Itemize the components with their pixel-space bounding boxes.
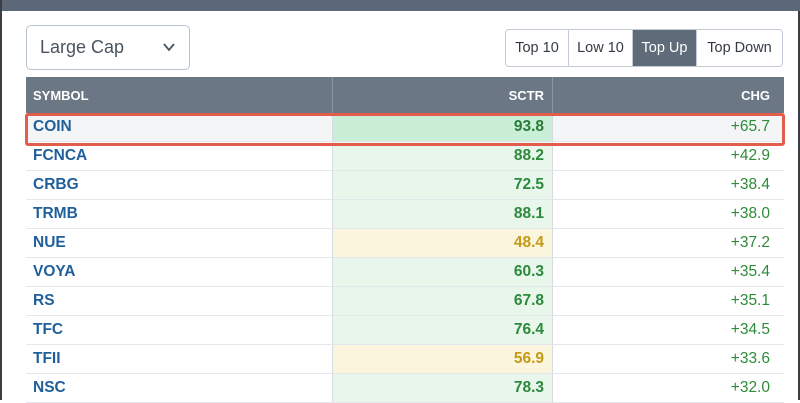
top-bar (2, 0, 800, 11)
sctr-value: 93.8 (332, 113, 552, 141)
table-row[interactable]: CRBG 72.5 +38.4 (26, 171, 784, 200)
ranking-tabs: Top 10 Low 10 Top Up Top Down (505, 29, 783, 67)
sctr-value: 67.8 (332, 287, 552, 315)
table-row[interactable]: NSC 78.3 +32.0 (26, 374, 784, 403)
column-header-chg[interactable]: CHG (552, 77, 784, 113)
tab-low-10[interactable]: Low 10 (569, 30, 633, 66)
tab-top-10[interactable]: Top 10 (506, 30, 569, 66)
table-row[interactable]: TFC 76.4 +34.5 (26, 316, 784, 345)
market-cap-select[interactable]: Large Cap (26, 25, 190, 70)
table-row[interactable]: COIN 93.8 +65.7 (26, 113, 784, 142)
change-value: +34.5 (552, 316, 784, 344)
change-value: +37.2 (552, 229, 784, 257)
symbol-link[interactable]: VOYA (33, 263, 76, 280)
symbol-link[interactable]: TFII (33, 350, 61, 367)
tab-top-up[interactable]: Top Up (633, 30, 697, 66)
change-value: +38.4 (552, 171, 784, 199)
symbol-link[interactable]: CRBG (33, 176, 79, 193)
sctr-value: 88.2 (332, 142, 552, 170)
table-row[interactable]: TFII 56.9 +33.6 (26, 345, 784, 374)
change-value: +65.7 (552, 113, 784, 141)
market-cap-select-value: Large Cap (40, 37, 125, 57)
sctr-value: 60.3 (332, 258, 552, 286)
symbol-link[interactable]: RS (33, 292, 55, 309)
symbol-link[interactable]: TFC (33, 321, 64, 338)
table-row[interactable]: VOYA 60.3 +35.4 (26, 258, 784, 287)
symbol-link[interactable]: NSC (33, 379, 66, 396)
change-value: +38.0 (552, 200, 784, 228)
table-body: COIN 93.8 +65.7 FCNCA 88.2 +42.9 CRBG 72.5 +38.4… (26, 113, 784, 403)
sctr-value: 56.9 (332, 345, 552, 373)
table-row[interactable]: NUE 48.4 +37.2 (26, 229, 784, 258)
table-header: SYMBOL SCTR CHG (26, 77, 784, 113)
change-value: +35.1 (552, 287, 784, 315)
change-value: +32.0 (552, 374, 784, 402)
column-header-symbol[interactable]: SYMBOL (33, 87, 89, 103)
symbol-link[interactable]: COIN (33, 118, 72, 135)
table-row[interactable]: TRMB 88.1 +38.0 (26, 200, 784, 229)
sctr-value: 72.5 (332, 171, 552, 199)
symbol-link[interactable]: FCNCA (33, 147, 88, 164)
chevron-down-icon (163, 43, 175, 52)
sctr-table: SYMBOL SCTR CHG COIN 93.8 +65.7 FCNCA 88.2 +4… (26, 77, 784, 403)
change-value: +33.6 (552, 345, 784, 373)
sctr-value: 88.1 (332, 200, 552, 228)
change-value: +35.4 (552, 258, 784, 286)
symbol-link[interactable]: NUE (33, 234, 66, 251)
symbol-link[interactable]: TRMB (33, 205, 78, 222)
sctr-value: 48.4 (332, 229, 552, 257)
table-row[interactable]: FCNCA 88.2 +42.9 (26, 142, 784, 171)
tab-top-down[interactable]: Top Down (697, 30, 782, 66)
sctr-value: 76.4 (332, 316, 552, 344)
column-header-sctr[interactable]: SCTR (332, 77, 552, 113)
change-value: +42.9 (552, 142, 784, 170)
table-row[interactable]: RS 67.8 +35.1 (26, 287, 784, 316)
sctr-value: 78.3 (332, 374, 552, 402)
